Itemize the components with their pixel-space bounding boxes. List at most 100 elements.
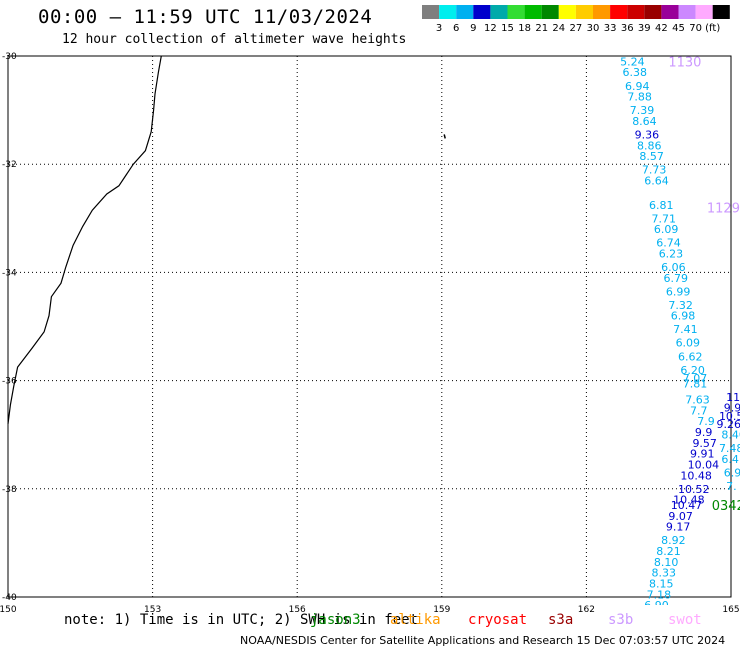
wave-height-label: 8.10 bbox=[654, 556, 679, 569]
colorbar-label: 70 bbox=[689, 23, 702, 34]
wave-height-label: 6.94 bbox=[625, 80, 650, 93]
wave-height-label: 7.39 bbox=[630, 104, 655, 117]
colorbar-label: 42 bbox=[655, 23, 668, 34]
colorbar-swatch bbox=[473, 5, 491, 19]
wave-height-label: 8.21 bbox=[656, 545, 681, 558]
wave-height-label: 6.09 bbox=[654, 223, 679, 236]
colorbar-label: 9 bbox=[470, 23, 476, 34]
satellite-legend-altika: altika bbox=[390, 612, 441, 628]
x-tick-label: 156 bbox=[289, 605, 306, 615]
y-tick-label: -32 bbox=[2, 160, 17, 170]
wave-height-label: 6.06 bbox=[661, 261, 686, 274]
wave-height-label: 10.5 bbox=[719, 410, 740, 423]
wave-height-label: 7.07 bbox=[683, 372, 708, 385]
wave-height-label: 10.48 bbox=[673, 494, 705, 507]
colorbar-label: 12 bbox=[484, 23, 497, 34]
data-credit: NOAA/NESDIS Center for Satellite Applica… bbox=[240, 634, 726, 647]
wave-height-label: 10.52 bbox=[678, 483, 710, 496]
wave-height-label: 11 bbox=[726, 391, 740, 404]
colorbar-label: 27 bbox=[570, 23, 583, 34]
wave-height-label: 8.57 bbox=[639, 150, 664, 163]
wave-height-label: 7.41 bbox=[673, 323, 698, 336]
x-tick-label: 165 bbox=[722, 605, 739, 615]
colorbar-swatch bbox=[712, 5, 730, 19]
wave-height-label: 6.90 bbox=[644, 599, 669, 612]
colorbar-label: 3 bbox=[436, 23, 442, 34]
wave-height-label: 9.07 bbox=[668, 510, 693, 523]
wave-height-label: 8.15 bbox=[649, 577, 674, 590]
wave-height-label: 7.73 bbox=[642, 164, 667, 177]
colorbar-swatch bbox=[661, 5, 679, 19]
wave-height-label: 7.32 bbox=[668, 299, 693, 312]
wave-height-label: 10.48 bbox=[680, 469, 712, 482]
pass-time-label: 1130 bbox=[668, 55, 701, 70]
colorbar-swatch bbox=[541, 5, 559, 19]
wave-height-label: 9.9 bbox=[724, 402, 740, 415]
colorbar-label: 21 bbox=[535, 23, 548, 34]
wave-height-label: 9.9 bbox=[695, 426, 713, 439]
wave-height-label: 7. bbox=[726, 480, 737, 493]
wave-height-label: 6.9 bbox=[724, 467, 740, 480]
colorbar-swatch bbox=[422, 5, 440, 19]
colorbar-label: 6 bbox=[453, 23, 459, 34]
wave-height-label: 7.81 bbox=[683, 377, 708, 390]
pass-time-label: 0342 bbox=[712, 499, 740, 514]
x-tick-label: 150 bbox=[0, 605, 17, 615]
wave-height-label: 6.99 bbox=[666, 285, 691, 298]
wave-height-label: 7.63 bbox=[685, 394, 710, 407]
wave-height-label: 6.20 bbox=[680, 364, 705, 377]
colorbar-label: 39 bbox=[638, 23, 651, 34]
wave-height-label: 6.4 bbox=[721, 453, 739, 466]
wave-height-label: 6.98 bbox=[671, 310, 696, 323]
wave-height-label: 7.9 bbox=[697, 415, 715, 428]
wave-height-label: 9.91 bbox=[690, 448, 715, 461]
y-tick-label: -34 bbox=[2, 268, 17, 278]
wave-height-label: 9.17 bbox=[666, 521, 691, 534]
wave-height-label: 8.86 bbox=[637, 139, 662, 152]
satellite-legend-jason3: jason3 bbox=[310, 612, 361, 628]
wave-height-label: 7.48 bbox=[719, 442, 740, 455]
wave-height-label: 8.92 bbox=[661, 534, 686, 547]
colorbar-label: (ft) bbox=[705, 23, 720, 34]
wave-height-label: 9.57 bbox=[692, 437, 717, 450]
wave-height-label: 7.88 bbox=[627, 91, 652, 104]
wave-height-label: 7.71 bbox=[651, 212, 676, 225]
colorbar-swatch bbox=[627, 5, 645, 19]
y-tick-label: -36 bbox=[2, 377, 17, 387]
wave-height-label: 6.62 bbox=[678, 350, 703, 363]
chart-title: 00:00 – 11:59 UTC 11/03/2024 bbox=[38, 6, 373, 28]
island-mark bbox=[443, 134, 446, 139]
coastline bbox=[7, 55, 162, 424]
colorbar-swatch bbox=[490, 5, 508, 19]
wave-height-label: 10.04 bbox=[688, 458, 720, 471]
wave-height-label: 8.33 bbox=[651, 567, 676, 580]
colorbar-swatch bbox=[558, 5, 576, 19]
satellite-legend-s3b: s3b bbox=[608, 612, 634, 628]
wave-height-label: 6.79 bbox=[664, 272, 689, 285]
colorbar-swatch bbox=[644, 5, 662, 19]
wave-height-label: 6.23 bbox=[659, 247, 684, 260]
wave-height-label: 8.64 bbox=[632, 115, 657, 128]
color-scale-legend: 3 6 9 12 15 18 21 24 27 30 33 36 39 42 45 70 (ft) bbox=[422, 5, 730, 34]
wave-height-label: 10.47 bbox=[671, 499, 703, 512]
wave-height-label: 6.74 bbox=[656, 237, 681, 250]
colorbar-swatch bbox=[524, 5, 542, 19]
chart-subtitle: 12 hour collection of altimeter wave hei… bbox=[62, 32, 407, 47]
colorbar-swatch bbox=[575, 5, 593, 19]
x-tick-label: 153 bbox=[144, 605, 161, 615]
colorbar-swatch bbox=[507, 5, 525, 19]
wave-height-label: 9.36 bbox=[635, 128, 660, 141]
satellite-legend-cryosat: cryosat bbox=[468, 612, 528, 628]
colorbar-swatch bbox=[456, 5, 474, 19]
colorbar-label: 30 bbox=[587, 23, 600, 34]
colorbar-swatch bbox=[439, 5, 457, 19]
wave-height-label: 7.18 bbox=[647, 588, 672, 601]
data-points: 5.246.386.947.887.398.649.368.868.577.73… bbox=[620, 55, 740, 612]
colorbar-label: 24 bbox=[552, 23, 565, 34]
y-tick-label: -40 bbox=[2, 593, 17, 603]
satellite-legend-swot: swot bbox=[668, 612, 702, 628]
colorbar-swatch bbox=[610, 5, 628, 19]
wave-height-label: 8.40 bbox=[721, 429, 740, 442]
map-frame bbox=[7, 55, 732, 598]
